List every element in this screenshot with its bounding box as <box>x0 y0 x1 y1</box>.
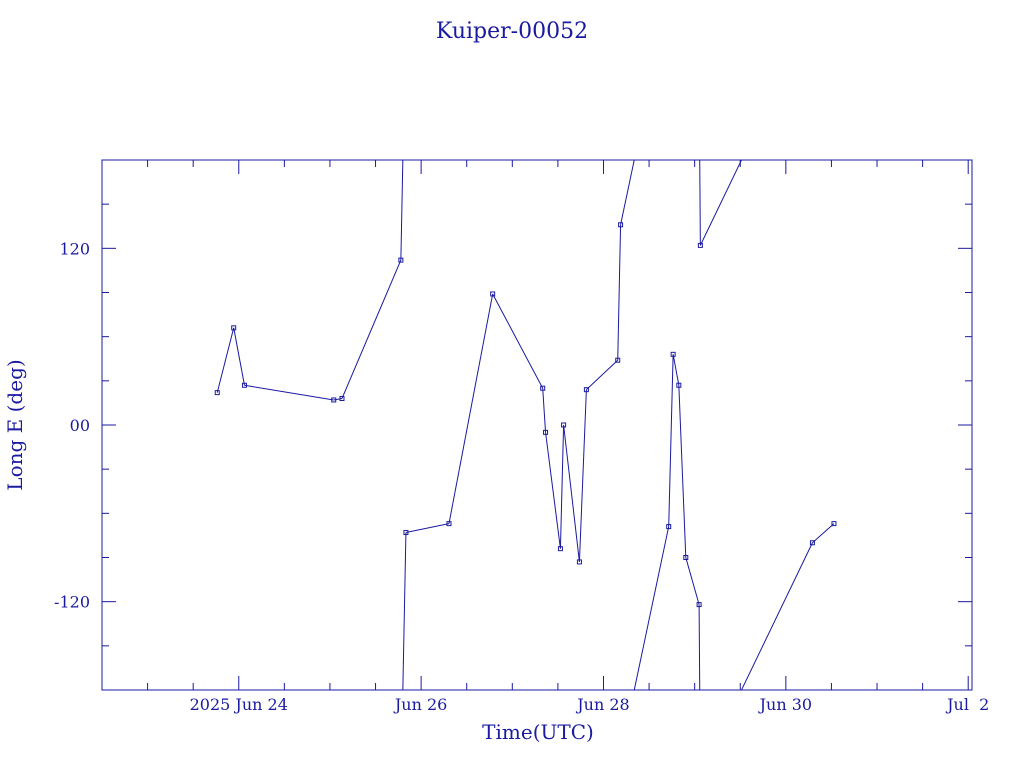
x-axis: 2025 Jun 24 Jun 26 Jun 28 Jun 30 Jul 2 <box>101 160 989 714</box>
data-point <box>696 602 702 608</box>
series-segment <box>341 259 402 399</box>
x-tick-label: 2025 Jun 24 <box>190 695 288 714</box>
data-point <box>403 529 409 535</box>
data-point <box>666 524 672 530</box>
series-segment <box>699 160 701 246</box>
data-point <box>490 291 496 297</box>
data-point <box>576 559 582 565</box>
data-point <box>809 540 815 546</box>
series-segment <box>216 327 235 393</box>
y-tick-label: -120 <box>54 593 90 612</box>
series-segment <box>333 398 343 401</box>
series-segment <box>678 385 687 558</box>
data-point <box>339 396 345 401</box>
data-point <box>615 357 621 363</box>
series-segment <box>633 526 670 690</box>
series-segment <box>620 160 635 225</box>
series-segment <box>400 160 404 261</box>
series-segment <box>740 542 813 690</box>
series-segment <box>244 384 334 401</box>
series-segment <box>233 327 245 386</box>
series-segment <box>402 532 407 690</box>
x-tick-label: Jul 2 <box>945 695 989 714</box>
data-point <box>540 385 546 391</box>
series-segment <box>563 424 580 562</box>
data-point <box>543 429 549 435</box>
y-tick-label: 120 <box>59 239 90 258</box>
y-axis: 120 00 -120 <box>54 203 972 647</box>
data-point <box>683 555 689 560</box>
x-tick-label: Jun 30 <box>758 695 812 714</box>
chart-title: Kuiper-00052 <box>436 19 588 44</box>
series-area <box>214 160 837 690</box>
series-segment <box>448 293 494 524</box>
data-point <box>241 382 247 388</box>
data-point <box>331 397 337 403</box>
data-point <box>214 390 220 396</box>
data-point <box>583 387 589 393</box>
x-tick-label: Jun 26 <box>393 695 447 714</box>
series-segment <box>698 604 701 690</box>
data-point <box>557 546 563 552</box>
y-axis-label: Long E (deg) <box>3 359 27 490</box>
series-segment <box>668 354 674 527</box>
series-segment <box>699 160 743 246</box>
series-segment <box>617 224 622 361</box>
series-segment <box>586 359 619 391</box>
series-segment <box>559 424 565 549</box>
series-segment <box>578 389 587 562</box>
x-axis-label: Time(UTC) <box>482 720 594 744</box>
data-point <box>398 257 404 263</box>
data-point <box>676 382 682 388</box>
data-point <box>618 222 624 228</box>
series-segment <box>672 354 680 386</box>
series-segment <box>685 557 700 605</box>
series-segment <box>492 293 544 389</box>
data-point <box>831 521 837 527</box>
data-point <box>670 351 676 357</box>
data-point <box>446 521 452 527</box>
plot-frame <box>101 159 973 691</box>
series-segment <box>542 388 547 433</box>
series-segment <box>812 523 835 544</box>
series-segment <box>545 432 561 549</box>
data-point <box>231 325 237 331</box>
data-point <box>561 422 567 428</box>
y-tick-label: 00 <box>70 416 90 435</box>
x-tick-label: Jun 28 <box>575 695 629 714</box>
data-point <box>697 242 703 248</box>
series-segment <box>405 523 450 533</box>
